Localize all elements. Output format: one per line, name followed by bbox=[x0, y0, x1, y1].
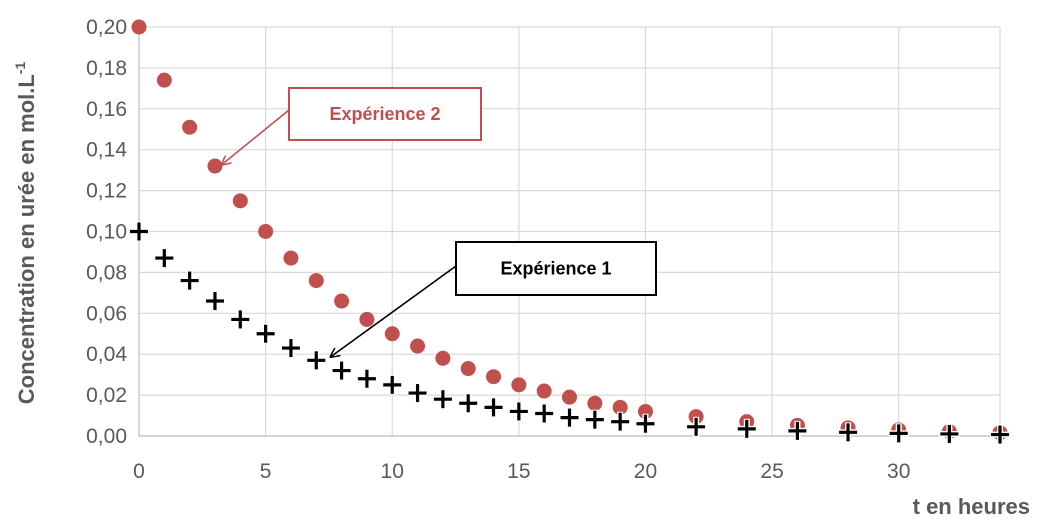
y-tick-label: 0,04 bbox=[86, 343, 127, 366]
point-exp-rience-1 bbox=[939, 423, 960, 444]
y-axis-title-main: Concentration en urée en mol.L bbox=[14, 74, 39, 404]
point-exp-rience-1 bbox=[204, 291, 225, 312]
point-exp-rience-1 bbox=[154, 248, 175, 269]
y-tick-label: 0,18 bbox=[86, 57, 127, 80]
annotation-arrow-experience-1 bbox=[331, 265, 457, 356]
point-exp-rience-1 bbox=[255, 323, 276, 344]
x-tick-label: 0 bbox=[133, 460, 145, 483]
point-exp-rience-1 bbox=[635, 413, 656, 434]
point-exp-rience-2 bbox=[612, 399, 628, 415]
y-axis-title-superscript: -1 bbox=[12, 62, 28, 75]
point-exp-rience-1 bbox=[458, 393, 479, 414]
y-tick-label: 0,14 bbox=[86, 139, 127, 162]
point-exp-rience-2 bbox=[258, 224, 274, 239]
y-axis-title: Concentration en urée en mol.L-1 bbox=[12, 62, 39, 405]
point-exp-rience-1 bbox=[356, 368, 377, 389]
point-exp-rience-1 bbox=[838, 422, 859, 443]
point-exp-rience-1 bbox=[686, 416, 707, 437]
y-tick-label: 0,10 bbox=[86, 221, 127, 244]
annotations: Expérience 2 Expérience 1 bbox=[223, 87, 657, 356]
point-exp-rience-2 bbox=[688, 409, 704, 425]
point-exp-rience-1 bbox=[407, 383, 428, 404]
point-exp-rience-2 bbox=[207, 158, 223, 174]
y-tick-label: 0,12 bbox=[86, 180, 127, 203]
y-tick-label: 0,20 bbox=[86, 16, 127, 39]
data-series bbox=[129, 19, 1010, 445]
point-exp-rience-1 bbox=[534, 403, 555, 424]
annotation-box-experience-2 bbox=[288, 87, 482, 141]
y-tick-label: 0,08 bbox=[86, 261, 127, 284]
point-exp-rience-2 bbox=[283, 250, 299, 266]
annotation-label-experience-2: Expérience 2 bbox=[329, 104, 440, 124]
y-tick-label: 0,02 bbox=[86, 384, 127, 407]
point-exp-rience-1 bbox=[610, 411, 631, 432]
point-exp-rience-2 bbox=[587, 395, 603, 411]
point-exp-rience-2 bbox=[460, 361, 476, 377]
point-exp-rience-1 bbox=[129, 221, 149, 242]
point-exp-rience-2 bbox=[156, 72, 172, 88]
point-exp-rience-2 bbox=[511, 377, 527, 393]
point-exp-rience-2 bbox=[536, 383, 552, 399]
point-exp-rience-2 bbox=[334, 293, 350, 309]
annotation-box-experience-1 bbox=[455, 241, 657, 296]
point-exp-rience-2 bbox=[486, 369, 502, 385]
point-exp-rience-2 bbox=[131, 19, 147, 35]
point-exp-rience-1 bbox=[736, 418, 757, 439]
x-tick-label: 25 bbox=[760, 460, 783, 483]
point-exp-rience-1 bbox=[584, 409, 605, 430]
y-tick-label: 0,00 bbox=[86, 425, 127, 448]
point-exp-rience-1 bbox=[382, 374, 403, 395]
annotation-label-experience-1: Expérience 1 bbox=[500, 259, 611, 279]
point-exp-rience-1 bbox=[559, 407, 580, 428]
annotation-arrow-experience-2 bbox=[223, 109, 290, 164]
point-exp-rience-1 bbox=[331, 360, 352, 381]
x-tick-label: 10 bbox=[381, 460, 404, 483]
point-exp-rience-2 bbox=[435, 350, 451, 366]
point-exp-rience-2 bbox=[562, 389, 577, 405]
y-tick-labels: 0,00 0,02 0,04 0,06 0,08 0,10 0,12 0,14 0,16 0,18… bbox=[86, 16, 127, 448]
y-tick-label: 0,16 bbox=[86, 98, 127, 121]
point-exp-rience-1 bbox=[888, 423, 909, 444]
point-exp-rience-1 bbox=[306, 350, 327, 371]
point-exp-rience-2 bbox=[232, 193, 248, 209]
point-exp-rience-2 bbox=[410, 338, 426, 354]
x-tick-label: 20 bbox=[634, 460, 657, 483]
x-tick-label: 5 bbox=[260, 460, 272, 483]
x-axis-title: t en heures bbox=[913, 494, 1030, 519]
point-exp-rience-2 bbox=[384, 326, 400, 342]
point-exp-rience-1 bbox=[280, 338, 301, 359]
point-exp-rience-2 bbox=[182, 119, 198, 135]
point-exp-rience-1 bbox=[990, 424, 1010, 445]
point-exp-rience-1 bbox=[179, 270, 200, 291]
point-exp-rience-1 bbox=[432, 389, 453, 410]
x-tick-label: 30 bbox=[887, 460, 910, 483]
point-exp-rience-2 bbox=[359, 311, 375, 327]
point-exp-rience-1 bbox=[787, 420, 808, 441]
x-tick-labels: 0 5 10 15 20 25 30 bbox=[133, 460, 910, 483]
point-exp-rience-1 bbox=[230, 309, 251, 330]
point-exp-rience-2 bbox=[637, 403, 653, 419]
x-tick-label: 15 bbox=[507, 460, 530, 483]
point-exp-rience-1 bbox=[508, 401, 529, 422]
point-exp-rience-1 bbox=[483, 397, 504, 418]
point-exp-rience-2 bbox=[308, 273, 324, 289]
y-tick-label: 0,06 bbox=[86, 302, 127, 325]
